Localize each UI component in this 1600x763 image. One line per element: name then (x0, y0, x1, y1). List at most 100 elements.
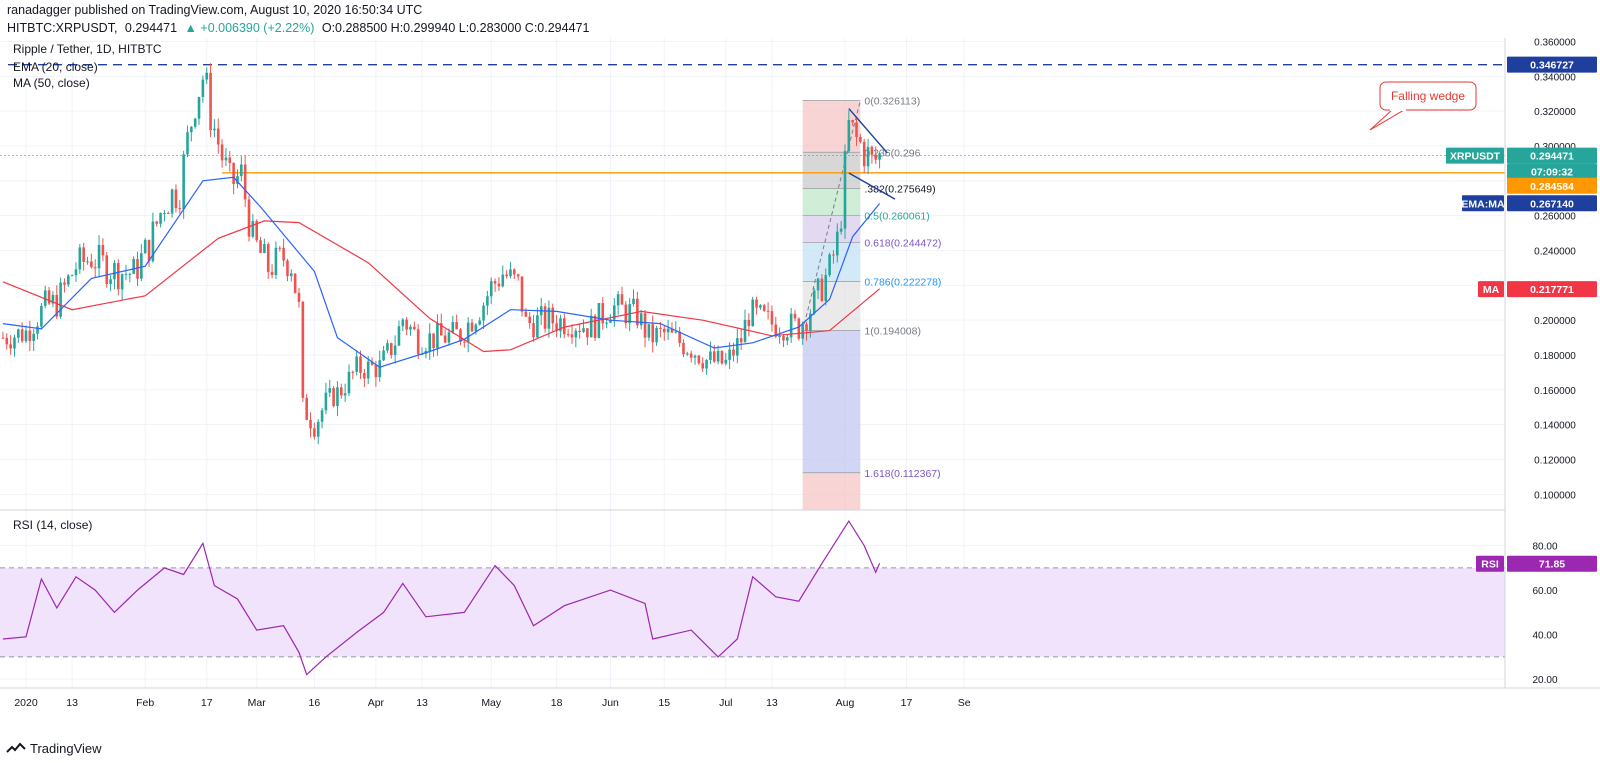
candle-body (74, 269, 78, 276)
legend: Ripple / Tether, 1D, HITBTC EMA (20, clo… (13, 42, 162, 90)
rsi-value-tag-bg (1507, 555, 1597, 572)
time-tick-label: 13 (416, 697, 428, 709)
candle-body (770, 311, 774, 325)
price-tick-label: 0.120000 (1534, 455, 1576, 466)
candle-body (82, 247, 85, 262)
time-tick-label: 17 (201, 697, 213, 709)
candle-body (662, 328, 666, 333)
candle-body (201, 79, 205, 98)
candle-body (59, 282, 62, 317)
candle-body (97, 244, 101, 269)
price-axis-ticks: 0.100000 0.120000 0.140000 0.160000 0.180000… (1534, 37, 1576, 501)
candle-body (240, 164, 243, 177)
candle-body (489, 281, 493, 297)
candle-body (786, 337, 789, 341)
candle-body (759, 305, 762, 308)
candle-body (209, 72, 212, 131)
candle-body (601, 303, 605, 324)
time-tick-label: 2020 (14, 697, 38, 709)
candle-body (847, 119, 851, 152)
chart-area[interactable]: 0(0.326113) 0.236(0.296.382(0.275649) 0.5(… (0, 37, 1600, 738)
ma-value-tag: 0.217771 (1530, 284, 1574, 296)
ma-value-tag-bg (1507, 281, 1597, 298)
candle-body (297, 292, 301, 302)
candle-body (709, 351, 712, 360)
candle-body (509, 269, 512, 277)
candle-body (797, 318, 801, 339)
rsi-name-tag-bg (1476, 555, 1504, 572)
candle-body (816, 278, 820, 291)
candle-body (405, 319, 408, 330)
candle-body (270, 271, 274, 275)
candle-body (520, 276, 524, 312)
candle-body (190, 126, 193, 133)
falling-wedge-lines (848, 108, 896, 200)
candle-body (666, 328, 670, 333)
candle-body (393, 345, 397, 355)
candle-body (670, 328, 674, 333)
candle-body (232, 162, 235, 185)
rsi-tick-label: 60.00 (1532, 586, 1557, 597)
candle-body (639, 313, 643, 326)
symbol-line: HITBTC:XRPUSDT, 0.294471 ▲ +0.006390 (+2… (7, 21, 593, 35)
candle-body (17, 329, 20, 338)
candle-body (20, 329, 24, 342)
candle-body (55, 294, 59, 317)
candle-body (782, 335, 785, 341)
resistance-tag: 0.346727 (1530, 60, 1574, 72)
horizontal-levels (0, 63, 1505, 174)
candle-body (120, 274, 124, 290)
candle-body (736, 338, 739, 356)
candle-body (443, 335, 447, 343)
candle-body (805, 324, 808, 331)
candle-body (589, 315, 593, 338)
candle-body (109, 279, 112, 284)
candle-body (170, 189, 174, 214)
candle-body (616, 294, 620, 306)
candle-body (290, 273, 293, 277)
candle-body (332, 388, 335, 407)
candle-body (463, 341, 466, 343)
candle-body (24, 330, 28, 342)
candle-body (132, 259, 135, 274)
candle-body (47, 290, 51, 304)
candle-body (359, 356, 362, 374)
price-tags: 0.346727 0.294471 07:09:32 0.284584 0.267140… (1446, 56, 1597, 572)
candle-body (43, 290, 47, 306)
candle-body (316, 421, 320, 437)
candle-body (739, 338, 743, 343)
time-tick-label: 17 (901, 697, 913, 709)
candle-body (278, 247, 282, 249)
candle-body (516, 274, 520, 277)
time-tick-label: Jun (602, 697, 619, 709)
price-change: ▲ +0.006390 (+2.22%) (184, 21, 315, 35)
price-chart[interactable]: 0(0.326113)0.236(0.296.382(0.275649)0.5(… (0, 37, 1600, 738)
candle-body (543, 306, 547, 329)
fib-zone (802, 472, 861, 510)
candle-body (339, 387, 343, 396)
candle-body (732, 349, 735, 356)
candle-body (5, 337, 9, 345)
candle-body (551, 307, 555, 324)
candle-body (878, 153, 881, 160)
candle-body (197, 97, 201, 119)
candle-body (855, 122, 858, 137)
candle-body (686, 353, 689, 355)
candle-body (397, 326, 401, 346)
candle-body (474, 324, 478, 332)
price-tick-label: 0.180000 (1534, 351, 1576, 362)
candle-body (778, 335, 781, 337)
candle-body (36, 326, 39, 334)
candle-body (559, 318, 562, 332)
resistance-tag-bg (1507, 56, 1597, 73)
price-tick-label: 0.200000 (1534, 316, 1576, 327)
tradingview-footer[interactable]: TradingView (6, 739, 206, 761)
xrpusdt-name-tag-bg (1446, 147, 1504, 164)
fib-trend-line (802, 100, 861, 331)
candle-body (159, 213, 162, 224)
candle-body (413, 326, 416, 330)
wedge-label: Falling wedge (1391, 89, 1465, 103)
falling-wedge-annotation: Falling wedge (1369, 81, 1477, 131)
candle-body (835, 231, 839, 256)
publisher-line: ranadagger published on TradingView.com,… (7, 3, 423, 17)
